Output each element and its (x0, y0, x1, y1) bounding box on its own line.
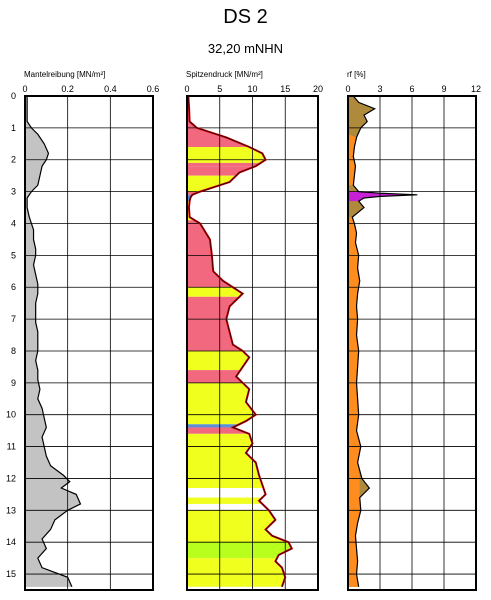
profile-outline (188, 95, 293, 587)
panel-frame (347, 95, 477, 591)
panel-spitzendruck: Spitzendruck [MN/m²] 0 5 10 15 20 (184, 70, 323, 591)
chart-title: DS 2 (223, 6, 268, 28)
profile-area (25, 96, 81, 587)
soil-band-sand (187, 497, 292, 504)
profile-line (351, 95, 418, 587)
x-tick-label: 0.4 (104, 84, 117, 94)
x-tick-label: 0 (184, 84, 189, 94)
panel-mantelreibung: Mantelreibung [MN/m²]0 0.2 0.4 0.6012345678… (6, 70, 160, 591)
soil-band-sand (187, 558, 292, 587)
chart-subtitle: 32,20 mNHN (207, 41, 284, 56)
y-tick-label: 11 (7, 442, 16, 452)
y-tick-label: 10 (6, 410, 16, 420)
panel-title: Mantelreibung [MN/m²] (24, 70, 105, 79)
x-tick-label: 0.6 (147, 84, 160, 94)
panel-title: rf [%] (347, 70, 366, 79)
y-tick-label: 5 (11, 250, 16, 260)
y-tick-label: 4 (11, 218, 16, 228)
soil-band-sand_white (187, 488, 292, 498)
y-tick-label: 14 (6, 537, 16, 547)
panel-frame (24, 95, 154, 591)
x-tick-label: 0 (345, 84, 350, 94)
x-tick-label: 10 (247, 84, 257, 94)
x-tick-label: 9 (441, 84, 446, 94)
y-tick-label: 7 (11, 314, 16, 324)
y-tick-label: 3 (11, 187, 16, 197)
x-tick-label: 5 (217, 84, 222, 94)
y-tick-label: 13 (6, 505, 16, 515)
x-tick-label: 0.2 (61, 84, 74, 94)
x-tick-label: 6 (409, 84, 414, 94)
x-tick-label: 3 (377, 84, 382, 94)
soil-band-sand_white (187, 503, 292, 511)
panel-title: Spitzendruck [MN/m²] (186, 70, 263, 79)
x-tick-label: 20 (313, 84, 323, 94)
x-tick-label: 12 (471, 84, 481, 94)
panel-rf: rf [%] 0 3 6 9 12 (345, 70, 481, 591)
y-tick-label: 6 (11, 282, 16, 292)
y-tick-label: 1 (11, 123, 16, 133)
x-tick-label: 0 (22, 84, 27, 94)
soil-band-gravel (187, 542, 292, 559)
rf-spike (348, 191, 418, 202)
panel-frame (186, 95, 319, 591)
profile-line (26, 96, 82, 588)
y-tick-label: 8 (11, 346, 16, 356)
y-tick-label: 9 (11, 378, 16, 388)
soil-band-peat (187, 162, 292, 167)
y-tick-label: 15 (6, 569, 16, 579)
y-tick-label: 12 (6, 473, 16, 483)
soil-band-peat (187, 166, 292, 176)
y-tick-label: 0 (11, 91, 16, 101)
y-tick-label: 2 (11, 155, 16, 165)
x-tick-label: 15 (280, 84, 290, 94)
